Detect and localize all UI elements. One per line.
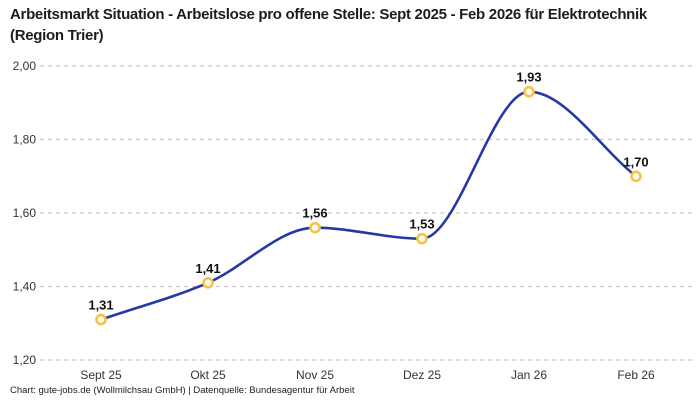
data-point-marker xyxy=(309,221,321,234)
y-tick-label: 2,00 xyxy=(13,59,37,73)
x-tick-label: Sept 25 xyxy=(80,368,122,382)
data-point-label: 1,56 xyxy=(302,206,327,221)
data-point-label: 1,53 xyxy=(409,217,434,232)
data-point-marker xyxy=(95,313,107,326)
data-point-marker xyxy=(630,170,642,183)
data-point-marker xyxy=(202,276,214,289)
x-tick-label: Feb 26 xyxy=(617,368,655,382)
x-tick-label: Nov 25 xyxy=(296,368,334,382)
x-tick-label: Jan 26 xyxy=(511,368,547,382)
chart-source-credit: Chart: gute-jobs.de (Wollmilchsau GmbH) … xyxy=(10,385,355,396)
chart-title: Arbeitsmarkt Situation - Arbeitslose pro… xyxy=(10,6,647,44)
data-point-label: 1,93 xyxy=(516,70,541,85)
y-tick-label: 1,60 xyxy=(13,206,37,220)
x-tick-label: Dez 25 xyxy=(403,368,441,382)
x-tick-label: Okt 25 xyxy=(190,368,226,382)
line-series xyxy=(99,90,638,321)
y-tick-label: 1,20 xyxy=(13,353,37,367)
data-point-marker xyxy=(523,85,535,98)
y-tick-label: 1,80 xyxy=(13,133,37,147)
data-point-label: 1,70 xyxy=(623,154,648,169)
data-point-label: 1,31 xyxy=(88,298,113,313)
data-point-label: 1,41 xyxy=(195,261,220,276)
data-point-marker xyxy=(416,232,428,245)
y-tick-label: 1,40 xyxy=(13,280,37,294)
